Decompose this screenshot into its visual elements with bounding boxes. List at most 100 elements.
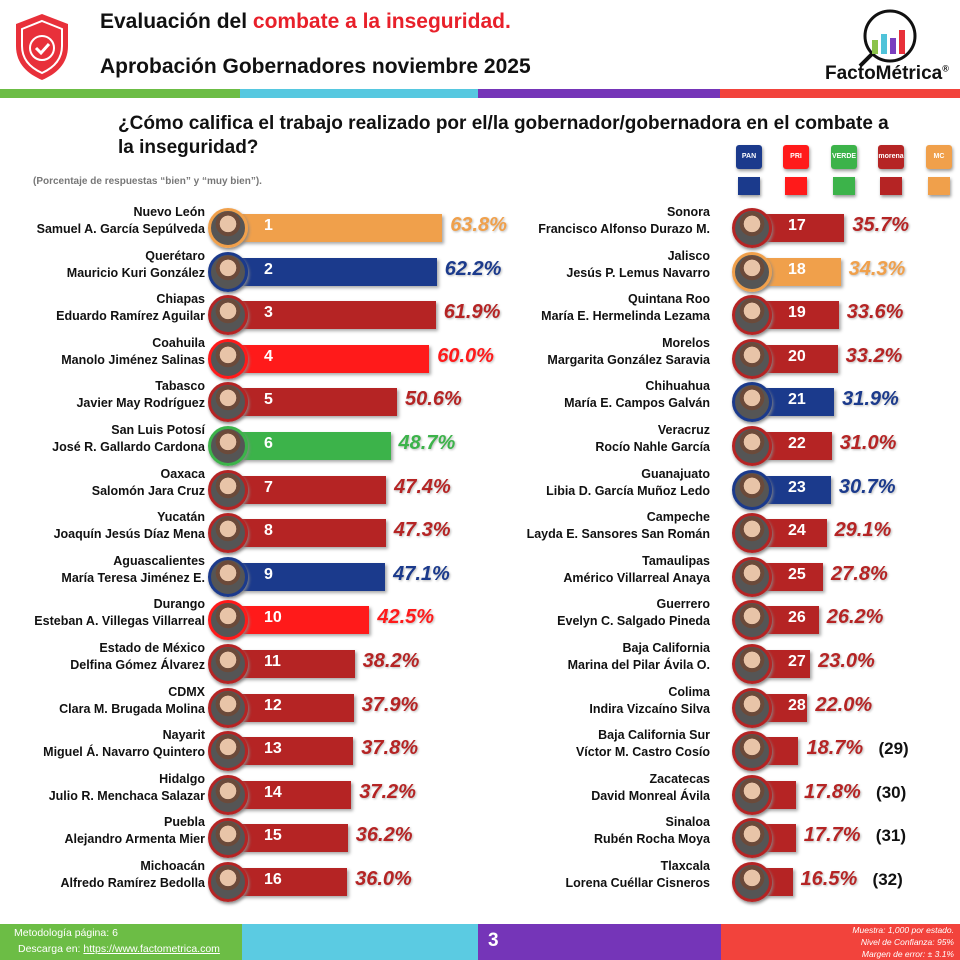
governor-name: Eduardo Ramírez Aguilar: [56, 309, 205, 324]
page-number: 3: [488, 930, 499, 951]
value-label: 36.0%: [355, 868, 412, 890]
governor-avatar: [208, 644, 248, 684]
state-name: Chiapas: [156, 292, 205, 307]
governor-row: Nayarit Miguel Á. Navarro Quintero 13 37.…: [0, 723, 960, 772]
governor-name: Miguel Á. Navarro Quintero: [43, 745, 205, 760]
governor-label: Campeche Layda E. Sansores San Román: [527, 509, 710, 543]
governor-label: San Luis Potosí José R. Gallardo Cardona: [52, 422, 205, 456]
value-label: 62.2%: [444, 257, 502, 280]
governor-label: Tamaulipas Américo Villarreal Anaya: [563, 553, 710, 587]
rank-label: 20: [788, 347, 806, 365]
governor-row: Nuevo León Samuel A. García Sepúlveda 1 6…: [0, 200, 960, 248]
governor-name: José R. Gallardo Cardona: [52, 440, 205, 454]
value-label: 48.7%: [398, 432, 456, 454]
state-name: Quintana Roo: [628, 292, 710, 307]
download-label: Descarga en:: [18, 943, 84, 955]
state-name: Nuevo León: [133, 205, 205, 219]
value-label: 37.2%: [359, 780, 416, 803]
value-label: 61.9%: [443, 301, 501, 324]
governor-name: Rubén Rocha Moya: [594, 832, 710, 847]
governor-name: David Monreal Ávila: [591, 788, 710, 803]
legend-morena: morena: [878, 145, 904, 195]
governor-label: Estado de México Delfina Gómez Álvarez: [70, 640, 205, 674]
rank-label: 22: [788, 435, 806, 452]
approval-bar: [224, 606, 370, 635]
governor-label: Tabasco Javier May Rodríguez: [76, 378, 205, 412]
governor-label: Guerrero Evelyn C. Salgado Pineda: [557, 596, 710, 630]
value-label: 36.2%: [355, 824, 413, 847]
approval-bar: [224, 214, 443, 242]
approval-bar: [224, 475, 387, 504]
governor-label: Morelos Margarita González Saravia: [547, 335, 710, 369]
state-name: Guanajuato: [641, 466, 710, 481]
rank-label: 27: [788, 653, 806, 670]
governor-row: Hidalgo Julio R. Menchaca Salazar 14 37.2…: [0, 767, 960, 815]
governor-row: Tabasco Javier May Rodríguez 5 50.6%: [0, 374, 960, 423]
sample-size: Muestra: 1,000 por estado.: [852, 925, 954, 935]
governor-avatar: [732, 469, 772, 510]
legend-swatch: [880, 177, 902, 195]
governor-avatar: [208, 469, 248, 510]
rank-label: 21: [788, 391, 806, 409]
governor-avatar: [732, 426, 772, 466]
value-label: 17.7%: [803, 824, 861, 847]
legend-mc: MC: [926, 145, 952, 195]
title-prefix: Evaluación del: [100, 10, 253, 33]
rank-label: 25: [788, 565, 806, 583]
governor-avatar: [208, 687, 248, 728]
state-name: CDMX: [168, 684, 205, 699]
governor-avatar: [732, 513, 772, 554]
governor-row: Baja California Marina del Pilar Ávila O.…: [0, 636, 960, 684]
governor-row: Chihuahua María E. Campos Galván 21 31.9%: [0, 374, 960, 423]
governor-avatar: [208, 251, 248, 292]
state-name: Yucatán: [157, 510, 205, 525]
magnifier-chart-icon: [858, 9, 917, 68]
page-title: Evaluación del combate a la inseguridad.: [100, 10, 511, 34]
state-name: Guerrero: [656, 597, 711, 612]
governor-row: Querétaro Mauricio Kuri González 2 62.2%: [0, 244, 960, 292]
governor-row: Jalisco Jesús P. Lemus Navarro 18 34.3%: [0, 244, 960, 292]
state-name: Durango: [153, 597, 205, 612]
state-name: Querétaro: [145, 248, 205, 263]
survey-question: ¿Cómo califica el trabajo realizado por …: [118, 113, 889, 158]
governor-row: Michoacán Alfredo Ramírez Bedolla 16 36.0…: [0, 854, 960, 902]
rank-label: 13: [264, 740, 282, 758]
governor-row: Durango Esteban A. Villegas Villarreal 10…: [0, 592, 960, 641]
governor-row: Guerrero Evelyn C. Salgado Pineda 26 26.2…: [0, 592, 960, 641]
party-logo-icon: MC: [926, 145, 952, 169]
governor-label: Nuevo León Samuel A. García Sepúlveda: [37, 204, 205, 238]
governor-row: Campeche Layda E. Sansores San Román 24 2…: [0, 505, 960, 554]
value-label: 17.8%: [804, 780, 861, 803]
rank-label: 2: [264, 260, 273, 278]
governor-label: Coahuila Manolo Jiménez Salinas: [61, 335, 205, 369]
value-label: 47.3%: [393, 519, 451, 542]
state-name: Chihuahua: [645, 379, 710, 394]
governor-label: Oaxaca Salomón Jara Cruz: [92, 466, 205, 500]
governor-label: Hidalgo Julio R. Menchaca Salazar: [49, 771, 205, 805]
governor-avatar: [208, 862, 248, 902]
shield-check-icon: [12, 12, 72, 87]
governor-avatar: [732, 556, 772, 597]
download-link[interactable]: https://www.factometrica.com: [83, 943, 220, 955]
governor-row: Chiapas Eduardo Ramírez Aguilar 3 61.9%: [0, 287, 960, 336]
governor-name: Alejandro Armenta Mier: [64, 832, 205, 847]
governor-avatar: [732, 687, 772, 728]
value-label: 37.9%: [361, 693, 419, 716]
governor-name: Marina del Pilar Ávila O.: [567, 658, 710, 672]
rank-label: 26: [788, 609, 806, 627]
governor-avatar: [732, 731, 772, 772]
governor-label: Yucatán Joaquín Jesús Díaz Mena: [54, 509, 205, 543]
governor-name: Evelyn C. Salgado Pineda: [557, 614, 710, 629]
governor-name: Rocío Nahle García: [595, 440, 710, 454]
rank-label: 11: [264, 653, 281, 670]
state-name: San Luis Potosí: [111, 423, 205, 437]
governor-name: Margarita González Saravia: [547, 352, 710, 367]
state-name: Puebla: [164, 815, 205, 830]
governor-label: Sonora Francisco Alfonso Durazo M.: [538, 204, 710, 238]
rank-position: (31): [875, 826, 907, 846]
footer-stats: Muestra: 1,000 por estado. Nivel de Conf…: [721, 924, 960, 960]
value-label: 33.6%: [846, 301, 904, 324]
governor-label: Baja California Marina del Pilar Ávila O.: [568, 640, 710, 674]
governor-name: María Teresa Jiménez E.: [61, 570, 205, 585]
state-name: Veracruz: [657, 423, 710, 437]
